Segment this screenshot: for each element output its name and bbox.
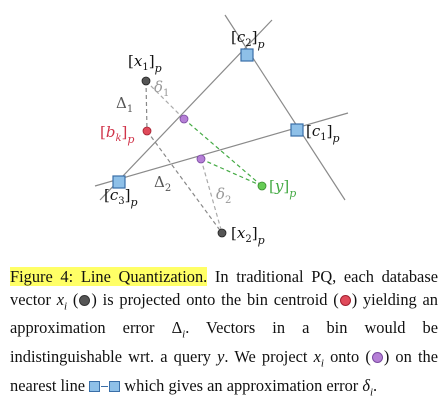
small-delta1-dashed-line xyxy=(145,80,185,120)
y-query-point xyxy=(257,181,267,191)
query-dashed-line-1 xyxy=(183,118,263,187)
centroid-c2-square xyxy=(240,48,254,62)
centroid-c1-square xyxy=(290,123,304,137)
label-small-delta2: δ2 xyxy=(216,185,231,206)
label-x1: [x1]p xyxy=(128,52,162,75)
projection-x2-point xyxy=(196,154,206,164)
figure-caption: Figure 4: Line Quantization. In traditio… xyxy=(10,267,438,399)
label-bk: [bk]p xyxy=(100,123,134,146)
label-x2: [x2]p xyxy=(231,224,265,247)
delta2-dashed-line xyxy=(146,130,223,234)
bk-point xyxy=(142,126,152,136)
query-dashed-line-2 xyxy=(200,158,263,187)
x2-point xyxy=(217,228,227,238)
line-quantization-figure: [c2]p [c1]p [c3]p [x1]p [x2]p [bk]p [y]p… xyxy=(94,14,349,247)
x1-point xyxy=(141,76,151,86)
label-small-delta1: δ1 xyxy=(154,78,169,99)
label-c2: [c2]p xyxy=(231,28,265,51)
projection-x1-point xyxy=(179,114,189,124)
label-y: [y]p xyxy=(269,177,296,200)
label-c1: [c1]p xyxy=(306,122,340,145)
line-c3-c1 xyxy=(94,112,349,187)
small-delta2-dashed-line xyxy=(200,158,223,234)
label-c3: [c3]p xyxy=(104,186,138,209)
figure-caption-label: Figure 4: Line Quantization. xyxy=(10,267,208,286)
line-c2-c1 xyxy=(224,14,346,201)
centroid-c3-square xyxy=(112,175,126,189)
label-delta2: Δ2 xyxy=(154,173,171,194)
delta1-dashed-line xyxy=(145,80,148,132)
label-delta1: Δ1 xyxy=(116,94,133,115)
